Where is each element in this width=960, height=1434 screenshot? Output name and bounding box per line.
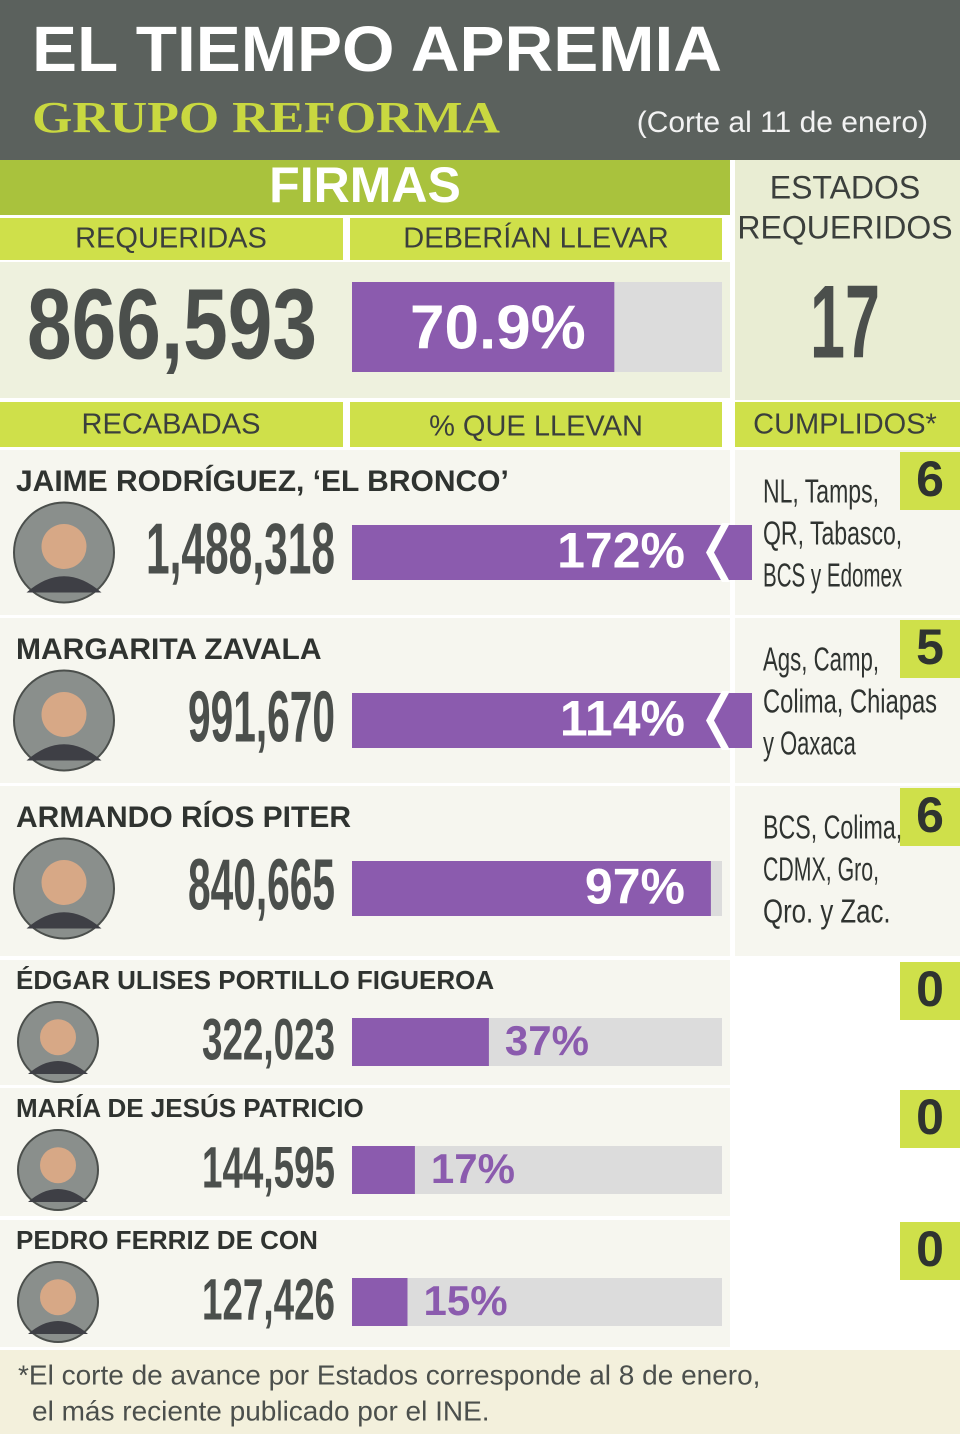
signatures: 1,488,318 bbox=[146, 510, 335, 590]
bar bbox=[352, 1278, 408, 1326]
estados-bg bbox=[735, 160, 960, 400]
avatar bbox=[17, 1129, 99, 1211]
bar-label: 17% bbox=[431, 1145, 515, 1192]
states-list: NL, Tamps, bbox=[763, 473, 879, 510]
avatar-face bbox=[40, 1147, 76, 1184]
avatar-body bbox=[26, 576, 102, 593]
candidate-name: PEDRO FERRIZ DE CON bbox=[16, 1225, 318, 1255]
states-count: 6 bbox=[916, 787, 944, 843]
avatar-face bbox=[41, 692, 87, 737]
states-count: 0 bbox=[916, 1089, 944, 1145]
estados-title: REQUERIDOS bbox=[737, 209, 952, 245]
candidate-name: ÉDGAR ULISES PORTILLO FIGUEROA bbox=[16, 965, 494, 995]
signatures: 127,426 bbox=[202, 1267, 335, 1332]
label-box bbox=[735, 402, 960, 447]
required-number: 866,593 bbox=[27, 268, 317, 380]
avatar-body bbox=[28, 1189, 88, 1202]
collected-label: RECABADAS bbox=[82, 409, 261, 441]
firmas-title: FIRMAS bbox=[269, 157, 461, 213]
avatar bbox=[13, 669, 115, 772]
avatar-face bbox=[40, 1019, 76, 1056]
candidate-name: JAIME RODRÍGUEZ, ‘EL BRONCO’ bbox=[16, 464, 509, 498]
signatures: 991,670 bbox=[188, 678, 335, 758]
avatar bbox=[13, 501, 115, 604]
bar bbox=[352, 861, 711, 916]
candidate-name: ARMANDO RÍOS PITER bbox=[16, 800, 351, 834]
signatures: 322,023 bbox=[202, 1007, 335, 1072]
states-list: Qro. y Zac. bbox=[763, 893, 891, 930]
avatar-face bbox=[41, 860, 87, 905]
percent-label: % QUE LLEVAN bbox=[429, 411, 643, 443]
count-box bbox=[900, 1090, 960, 1148]
states-list: y Oaxaca bbox=[763, 725, 856, 762]
bar bbox=[352, 1146, 415, 1194]
avatar-face bbox=[41, 524, 87, 569]
states-list: Colima, Chiapas bbox=[763, 683, 937, 720]
should-label: DEBERÍAN LLEVAR bbox=[403, 222, 668, 255]
states-list: BCS, Colima, bbox=[763, 809, 902, 846]
states-list: QR, Tabasco, bbox=[763, 515, 902, 552]
states-count: 0 bbox=[916, 961, 944, 1017]
bar-label: 15% bbox=[424, 1277, 508, 1324]
estados-required: 17 bbox=[810, 264, 880, 380]
signatures: 144,595 bbox=[202, 1135, 335, 1200]
estados-title: ESTADOS bbox=[770, 169, 921, 205]
label-box bbox=[350, 218, 722, 260]
states-count: 5 bbox=[916, 619, 944, 675]
label-box bbox=[350, 402, 722, 447]
bar-label: 114% bbox=[560, 691, 685, 747]
states-list: BCS y Edomex bbox=[763, 557, 903, 594]
avatar-face bbox=[40, 1279, 76, 1316]
bar-label: 37% bbox=[505, 1017, 589, 1064]
bar-label: 70.9% bbox=[410, 293, 586, 362]
avatar-body bbox=[28, 1061, 88, 1074]
avatar bbox=[17, 1001, 99, 1083]
count-box bbox=[900, 452, 960, 510]
bar-label: 97% bbox=[585, 859, 685, 915]
avatar bbox=[17, 1261, 99, 1343]
required-label: REQUERIDAS bbox=[75, 223, 267, 255]
label-box bbox=[0, 402, 343, 447]
bar bbox=[352, 525, 752, 580]
count-box bbox=[900, 620, 960, 678]
bar bbox=[352, 693, 752, 748]
done-label: CUMPLIDOS* bbox=[753, 409, 937, 441]
firmas-bar bbox=[0, 160, 730, 215]
states-list: CDMX, Gro, bbox=[763, 851, 879, 888]
bar-break bbox=[706, 691, 730, 750]
states-count: 6 bbox=[916, 451, 944, 507]
states-list: Ags, Camp, bbox=[763, 641, 879, 678]
title: EL TIEMPO APREMIA bbox=[32, 13, 722, 85]
count-box bbox=[900, 788, 960, 846]
bar bbox=[352, 282, 615, 372]
header-bg bbox=[0, 0, 960, 160]
footnote: *El corte de avance por Estados correspo… bbox=[18, 1359, 760, 1390]
bar-label: 172% bbox=[557, 523, 685, 579]
states-count: 0 bbox=[916, 1221, 944, 1277]
count-box bbox=[900, 1222, 960, 1280]
avatar-body bbox=[26, 912, 102, 929]
bar bbox=[352, 1018, 489, 1066]
footnote: el más reciente publicado por el INE. bbox=[32, 1395, 490, 1426]
signatures: 840,665 bbox=[188, 846, 335, 926]
candidate-name: MARGARITA ZAVALA bbox=[16, 633, 322, 666]
label-box bbox=[0, 218, 343, 260]
count-box bbox=[900, 962, 960, 1020]
footnote-bg bbox=[0, 1350, 960, 1434]
avatar-body bbox=[28, 1321, 88, 1334]
date-note: (Corte al 11 de enero) bbox=[637, 106, 928, 139]
bar-break bbox=[706, 523, 730, 582]
brand: GRUPO REFORMA bbox=[32, 93, 500, 142]
avatar bbox=[13, 837, 115, 940]
candidate-name: MARÍA DE JESÚS PATRICIO bbox=[16, 1093, 364, 1123]
bar-track bbox=[352, 1278, 722, 1326]
avatar-body bbox=[26, 744, 102, 761]
